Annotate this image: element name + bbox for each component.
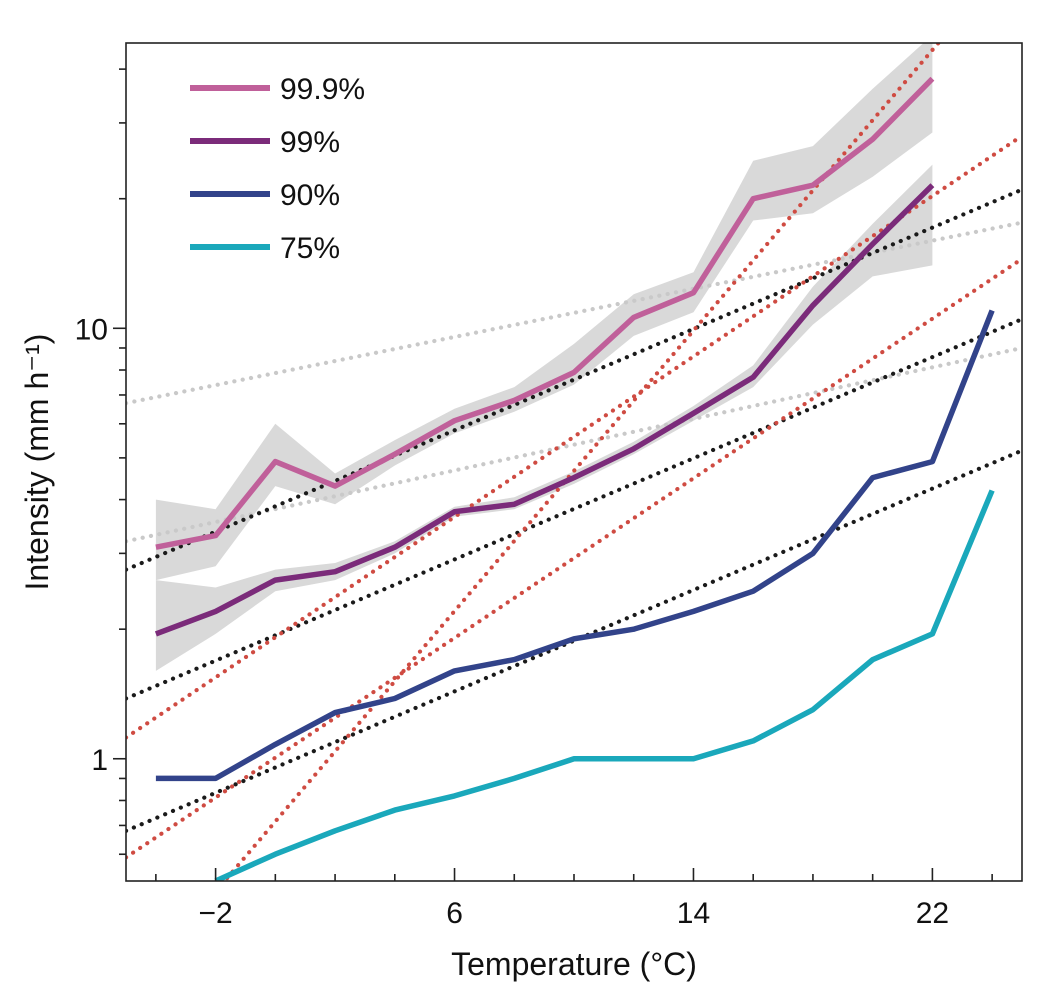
- reference-line-grey-dotted-1: [126, 345, 1022, 544]
- x-axis-ticks: −2 6 14 22: [155, 868, 993, 930]
- series-line-75: [214, 489, 995, 881]
- legend-label-99-9: 99.9%: [280, 73, 365, 106]
- x-axis-title: Temperature (°C): [451, 946, 697, 982]
- x-tick-label: 6: [446, 897, 463, 930]
- band-99-9: [155, 43, 933, 581]
- band-99: [155, 164, 933, 671]
- y-axis-ticks: 1 10: [75, 68, 126, 856]
- x-tick-label: 22: [916, 897, 949, 930]
- y-axis-title: Intensity (mm h⁻¹): [19, 334, 55, 591]
- reference-line-black-dotted-3: [126, 317, 1022, 701]
- reference-line-red-dotted-6: [126, 256, 1022, 860]
- legend-label-75: 75%: [280, 232, 340, 265]
- legend-label-90: 90%: [280, 179, 340, 212]
- y-tick-label: 10: [75, 313, 108, 346]
- series-line-99-9: [155, 76, 935, 550]
- x-tick-label: −2: [198, 897, 232, 930]
- series-lines: [154, 76, 995, 881]
- reference-lines: [126, 43, 1022, 881]
- reference-line-black-dotted-2: [126, 187, 1022, 572]
- legend: 99.9% 99% 90% 75%: [190, 73, 365, 265]
- y-tick-label: 1: [91, 744, 108, 777]
- series-line-99: [154, 183, 935, 637]
- legend-label-99: 99%: [280, 126, 340, 159]
- series-line-90: [155, 309, 995, 782]
- x-tick-label: 14: [677, 897, 710, 930]
- reference-line-grey-dotted-0: [126, 220, 1022, 406]
- reference-line-red-dotted-5: [126, 133, 1022, 740]
- reference-line-red-dotted-7: [221, 43, 941, 881]
- confidence-bands: [155, 43, 933, 671]
